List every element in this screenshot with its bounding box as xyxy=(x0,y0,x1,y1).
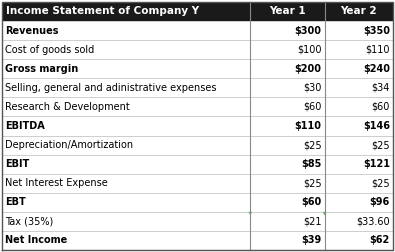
Text: $33.60: $33.60 xyxy=(356,216,390,226)
Text: Selling, general and adinistrative expenses: Selling, general and adinistrative expen… xyxy=(5,83,216,93)
Text: Revenues: Revenues xyxy=(5,25,58,36)
Text: EBITDA: EBITDA xyxy=(5,121,45,131)
Text: $85: $85 xyxy=(301,159,322,169)
Text: $60: $60 xyxy=(301,197,322,207)
Bar xyxy=(2,59,393,78)
Text: Year 2: Year 2 xyxy=(340,7,377,16)
Text: $121: $121 xyxy=(363,159,390,169)
Text: $350: $350 xyxy=(363,25,390,36)
Text: $100: $100 xyxy=(297,45,322,55)
Bar xyxy=(2,212,393,231)
Text: $21: $21 xyxy=(303,216,322,226)
Bar xyxy=(2,21,393,40)
Text: $30: $30 xyxy=(303,83,322,93)
Polygon shape xyxy=(248,212,252,215)
Bar xyxy=(2,40,393,59)
Text: $110: $110 xyxy=(295,121,322,131)
Text: EBT: EBT xyxy=(5,197,26,207)
Text: $25: $25 xyxy=(371,178,390,188)
Bar xyxy=(2,193,393,212)
Bar xyxy=(2,136,393,154)
Bar xyxy=(2,116,393,136)
Text: $240: $240 xyxy=(363,64,390,74)
Bar xyxy=(2,154,393,174)
Text: $34: $34 xyxy=(372,83,390,93)
Text: Tax (35%): Tax (35%) xyxy=(5,216,53,226)
Text: Net Income: Net Income xyxy=(5,235,67,245)
Text: $62: $62 xyxy=(370,235,390,245)
Bar xyxy=(2,174,393,193)
Text: Gross margin: Gross margin xyxy=(5,64,78,74)
Text: Research & Development: Research & Development xyxy=(5,102,130,112)
Text: Year 1: Year 1 xyxy=(269,7,306,16)
Bar xyxy=(2,2,393,21)
Text: $25: $25 xyxy=(303,140,322,150)
Text: $96: $96 xyxy=(370,197,390,207)
Text: Net Interest Expense: Net Interest Expense xyxy=(5,178,108,188)
Polygon shape xyxy=(323,212,327,215)
Text: $200: $200 xyxy=(295,64,322,74)
Text: Income Statement of Company Y: Income Statement of Company Y xyxy=(6,7,199,16)
Bar xyxy=(2,97,393,116)
Text: $60: $60 xyxy=(372,102,390,112)
Bar xyxy=(2,78,393,97)
Bar xyxy=(2,231,393,250)
Text: $146: $146 xyxy=(363,121,390,131)
Text: $25: $25 xyxy=(371,140,390,150)
Text: Cost of goods sold: Cost of goods sold xyxy=(5,45,94,55)
Text: $300: $300 xyxy=(295,25,322,36)
Text: $39: $39 xyxy=(301,235,322,245)
Text: $25: $25 xyxy=(303,178,322,188)
Text: EBIT: EBIT xyxy=(5,159,29,169)
Text: $60: $60 xyxy=(303,102,322,112)
Text: Depreciation/Amortization: Depreciation/Amortization xyxy=(5,140,133,150)
Text: $110: $110 xyxy=(365,45,390,55)
